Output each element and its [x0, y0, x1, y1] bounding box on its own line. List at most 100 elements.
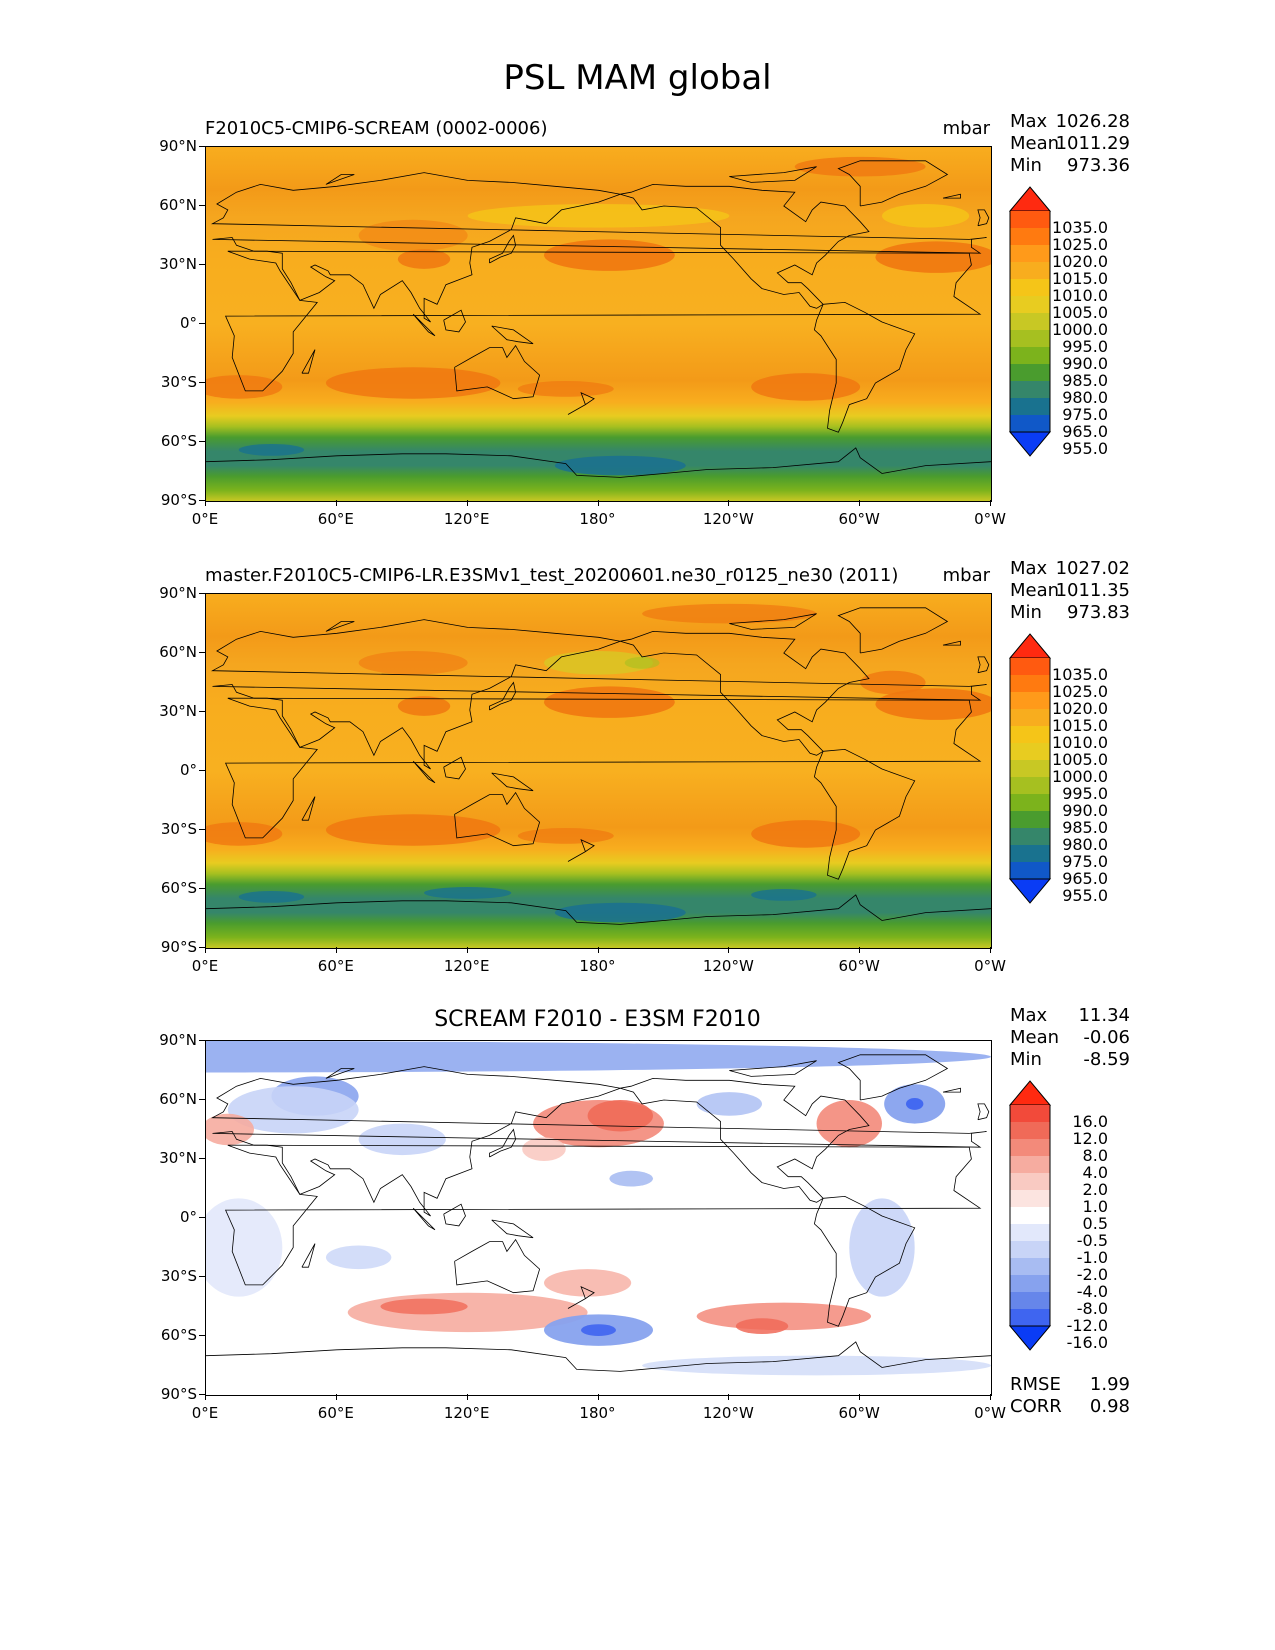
colorbar-tick-label: 1000.0 — [1052, 320, 1108, 339]
colorbar-tick-label: 980.0 — [1062, 835, 1108, 854]
colorbar-tick-label: 1020.0 — [1052, 699, 1108, 718]
coastlines — [206, 1054, 991, 1372]
colorbar-swatch — [1010, 364, 1050, 381]
stat-value: 1027.02 — [1055, 558, 1130, 579]
coastline — [206, 894, 991, 925]
colorbar-extend-min — [1008, 878, 1052, 904]
x-tick-mark — [859, 500, 861, 506]
map-ref[interactable] — [205, 593, 992, 949]
coastline — [813, 1195, 916, 1327]
y-tick-mark — [199, 1040, 205, 1041]
colorbar-tick-label: 975.0 — [1062, 405, 1108, 424]
stat-value: 11.34 — [1078, 1005, 1130, 1026]
panel-title: SCREAM F2010 - E3SM F2010 — [434, 1007, 761, 1032]
colorbar-outline — [1009, 211, 1051, 432]
stat-label: Max — [1010, 111, 1048, 132]
coastline — [837, 160, 949, 207]
colorbar-outline — [1009, 658, 1051, 879]
y-tick-mark — [199, 593, 205, 594]
coastline — [325, 174, 355, 185]
pressure-cell — [794, 156, 926, 177]
stats-row: Max 11.34 — [1010, 1005, 1130, 1027]
colorbar-swatch — [1010, 211, 1050, 228]
colorbar-swatch — [1010, 1292, 1050, 1309]
coastline — [567, 839, 595, 862]
pressure-cell — [554, 455, 686, 476]
x-tick-label: 0°W — [974, 1404, 1006, 1422]
coastline — [412, 1207, 436, 1231]
y-tick-label: 90°S — [160, 938, 197, 956]
coastline — [224, 250, 982, 392]
stat-label: Max — [1010, 558, 1048, 579]
colorbar-swatch — [1010, 1258, 1050, 1275]
anomaly-region — [609, 1170, 654, 1187]
coastline — [210, 172, 987, 323]
coastline — [813, 748, 916, 880]
coastline — [224, 697, 982, 839]
pressure-cell — [751, 889, 817, 901]
pressure-cell — [881, 204, 970, 228]
colorbar-swatch — [1010, 794, 1050, 811]
y-tick-mark — [199, 441, 205, 442]
colorbar-tick-label: 1010.0 — [1052, 733, 1108, 752]
x-tick-mark — [597, 500, 599, 506]
anomaly-region — [642, 1355, 991, 1376]
pressure-cell — [543, 686, 675, 718]
colorbar-tick-label: 1025.0 — [1052, 682, 1108, 701]
y-tick-mark — [199, 1158, 205, 1159]
anomaly-region — [325, 1245, 392, 1270]
anomaly-region — [905, 1098, 924, 1110]
y-tick-mark — [199, 711, 205, 712]
colorbar-swatch — [1010, 845, 1050, 862]
x-tick-mark — [466, 500, 468, 506]
stat-label: Mean — [1010, 133, 1060, 154]
anomaly-region — [227, 1086, 359, 1134]
stat-label: Max — [1010, 1005, 1048, 1026]
x-tick-mark — [990, 500, 991, 506]
stats-row: Max 1026.28 — [1010, 111, 1130, 133]
colorbar-tick-label: -4.0 — [1076, 1282, 1108, 1301]
pressure-cell — [325, 367, 501, 399]
anomaly-region — [696, 1092, 763, 1116]
colorbar-swatch — [1010, 1156, 1050, 1173]
y-tick-label: 60°N — [159, 196, 197, 214]
colorbar-tick-label: 990.0 — [1062, 801, 1108, 820]
map-diff[interactable] — [205, 1040, 992, 1396]
colorbar-tick-label: 955.0 — [1062, 886, 1108, 905]
colorbar-tick-label: 980.0 — [1062, 388, 1108, 407]
y-tick-label: 0° — [179, 314, 197, 332]
x-tick-label: 60°E — [317, 1404, 354, 1422]
colorbar-swatch — [1010, 828, 1050, 845]
colorbar-swatch — [1010, 296, 1050, 313]
x-tick-mark — [205, 947, 206, 953]
x-tick-label: 180° — [579, 510, 616, 528]
map-test[interactable] — [205, 146, 992, 502]
colorbar-swatch — [1010, 1105, 1050, 1122]
colorbar-swatch — [1010, 777, 1050, 794]
colorbar-swatch — [1010, 415, 1050, 432]
colorbar-swatch — [1010, 245, 1050, 262]
colorbar-swatch — [1010, 279, 1050, 296]
y-tick-mark — [199, 323, 205, 324]
coastline — [443, 756, 466, 780]
x-tick-mark — [466, 1394, 468, 1400]
stat-value: 1011.35 — [1055, 580, 1130, 601]
colorbar-tick-label: -1.0 — [1076, 1248, 1108, 1267]
colorbar-swatch — [1010, 709, 1050, 726]
coastline — [412, 760, 436, 784]
x-tick-label: 60°W — [838, 957, 880, 975]
colorbar-extend-max — [1008, 633, 1052, 659]
colorbar-swatch — [1010, 1224, 1050, 1241]
y-tick-label: 30°S — [160, 1267, 197, 1285]
colorbar-swatch — [1010, 381, 1050, 398]
colorbar-swatch — [1010, 658, 1050, 675]
anomaly-region — [522, 1137, 566, 1161]
coastline — [729, 166, 817, 183]
psl-field-background — [206, 594, 991, 948]
coastline — [977, 1103, 990, 1121]
anomaly-region — [581, 1324, 616, 1336]
colorbar-tick-label: 1015.0 — [1052, 716, 1108, 735]
metrics-row: CORR 0.98 — [1010, 1396, 1130, 1418]
x-tick-mark — [728, 947, 730, 953]
x-tick-label: 0°E — [191, 510, 219, 528]
